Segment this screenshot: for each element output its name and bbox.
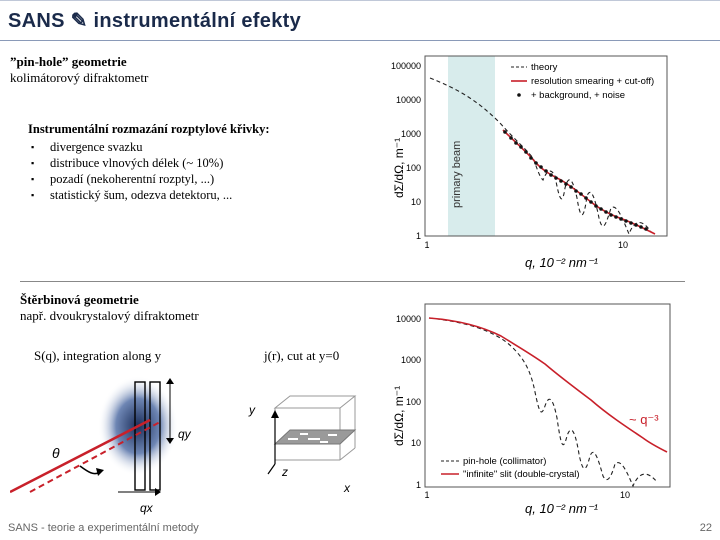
x-tick-label: 1 [424,490,429,500]
cut-plane [273,429,357,445]
x-axis-label: q, 10⁻² nm⁻¹ [525,501,599,516]
y-tick-label: 10000 [396,95,421,105]
pinhole-bullets: divergence svazku distribuce vlnových dé… [28,139,328,203]
y-tick-label: 100 [406,397,421,407]
axis-z-label: z [281,465,288,479]
x-tick-label: 1 [424,240,429,250]
y-tick-label: 1 [416,231,421,241]
q-power-annotation: ~ q⁻³ [629,412,659,427]
plot-frame [424,55,668,237]
y-axis-label: dΣ/dΩ, m⁻¹ [392,138,406,198]
theta-label: θ [52,445,60,461]
y-tick-label: 10 [411,197,421,207]
cut-plane-marks [288,433,337,443]
incident-beam [10,418,151,494]
legend-points: + background, + noise [531,90,625,101]
slit-heading: Štěrbinová geometrie [20,292,139,307]
page-title: SANS ✎ instrumentální efekty [8,10,301,32]
primary-beam-label: primary beam [451,141,463,208]
slit-geometry-diagram: qy θ qx y z x [10,376,357,515]
z-axis-arrow [267,463,276,475]
title-rule [0,40,720,41]
y-tick-label: 1 [416,480,421,490]
pinhole-bullet: statistický šum, odezva detektoru, ... [28,187,328,203]
slit-left [134,381,146,491]
legend-theory: theory [531,62,558,73]
j-label: j(r), cut at y=0 [264,348,340,363]
y-tick-label: 10 [411,438,421,448]
slit-subheading: např. dvoukrystalový difraktometr [20,308,199,323]
pinhole-chart: primary beam 100000 10000 1000 100 10 1 … [391,55,668,270]
y-tick-label: 100 [406,163,421,173]
legend-pinhole: pin-hole (collimator) [463,456,546,467]
pinhole-bullet: pozadí (nekoherentní rozptyl, ...) [28,171,328,187]
pinhole-box: Instrumentální rozmazání rozptylové křiv… [28,122,328,203]
pinhole-heading: ”pin-hole” geometrie [10,54,127,69]
slit-curve [428,317,668,453]
scattered-beam [29,421,161,493]
y-axis-label: dΣ/dΩ, m⁻¹ [392,386,406,446]
slit-chart: 10000 1000 100 10 1 1 10 dΣ/dΩ, m⁻¹ q, 1… [392,303,671,516]
legend-points-swatch [517,93,521,97]
pinhole-bullet: divergence svazku [28,139,328,155]
plot-frame [424,303,671,488]
x-axis-label: q, 10⁻² nm⁻¹ [525,255,599,270]
pinhole-subheading: kolimátorový difraktometr [10,70,149,85]
axis-y-label: y [248,403,256,417]
pinhole-bullet: distribuce vlnových délek (~ 10%) [28,155,328,171]
y-tick-label: 1000 [401,355,421,365]
legend-smearing: resolution smearing + cut-off) [531,76,654,87]
box-3d [273,395,357,461]
y-tick-label: 10000 [396,314,421,324]
x-tick-label: 10 [620,490,630,500]
axis-x-label: x [343,481,351,495]
legend-slit: "infinite" slit (double-crystal) [463,469,580,480]
x-tick-label: 10 [618,240,628,250]
y-tick-label: 100000 [391,61,421,71]
theory-curve [429,77,652,236]
s-label: S(q), integration along y [34,348,162,363]
smeared-curve [502,129,656,235]
y-tick-label: 1000 [401,129,421,139]
qx-label: qx [140,501,154,515]
pinhole-box-title: Instrumentální rozmazání rozptylové křiv… [28,122,270,136]
measured-points [503,130,648,231]
page-number: 22 [699,522,712,534]
primary-beam-band [448,56,495,236]
section-divider [20,281,685,282]
qy-label: qy [178,427,192,441]
footer-text: SANS - teorie a experimentální metody [8,522,199,534]
top-rule [0,0,720,1]
